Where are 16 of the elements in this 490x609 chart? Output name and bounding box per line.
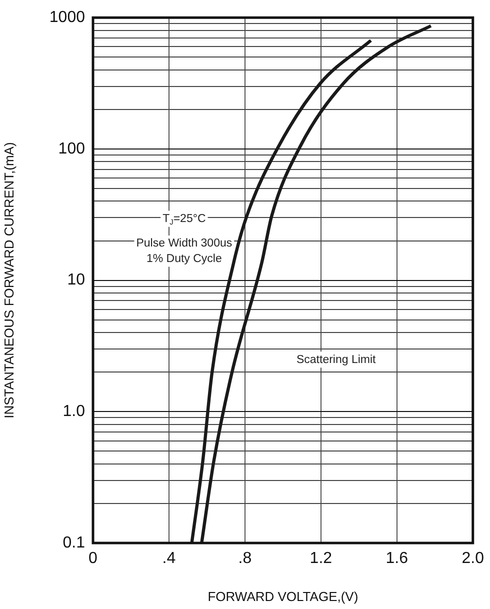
annotation: Scattering Limit	[296, 354, 377, 366]
y-tick-label: 1000	[49, 9, 86, 26]
x-tick-label: 1.6	[386, 550, 408, 568]
y-tick-label: 100	[58, 140, 86, 158]
y-axis-title: INSTANTANEOUS FORWARD CURRENT,(mA)	[1, 142, 16, 418]
x-tick-label: .4	[162, 550, 176, 568]
x-tick-label: 1.2	[310, 550, 332, 568]
x-tick-label: .8	[238, 550, 252, 568]
y-tick-label: 10	[67, 272, 86, 289]
x-tick-label: 0	[88, 550, 98, 568]
annotation: 1% Duty Cycle	[146, 252, 222, 265]
x-axis-title: FORWARD VOLTAGE,(V)	[208, 588, 358, 604]
x-tick-label: 2.0	[462, 550, 484, 568]
annotation: Pulse Width 300us	[136, 238, 232, 250]
y-tick-label: 0.1	[62, 534, 86, 552]
y-tick-label: 1.0	[62, 403, 86, 420]
